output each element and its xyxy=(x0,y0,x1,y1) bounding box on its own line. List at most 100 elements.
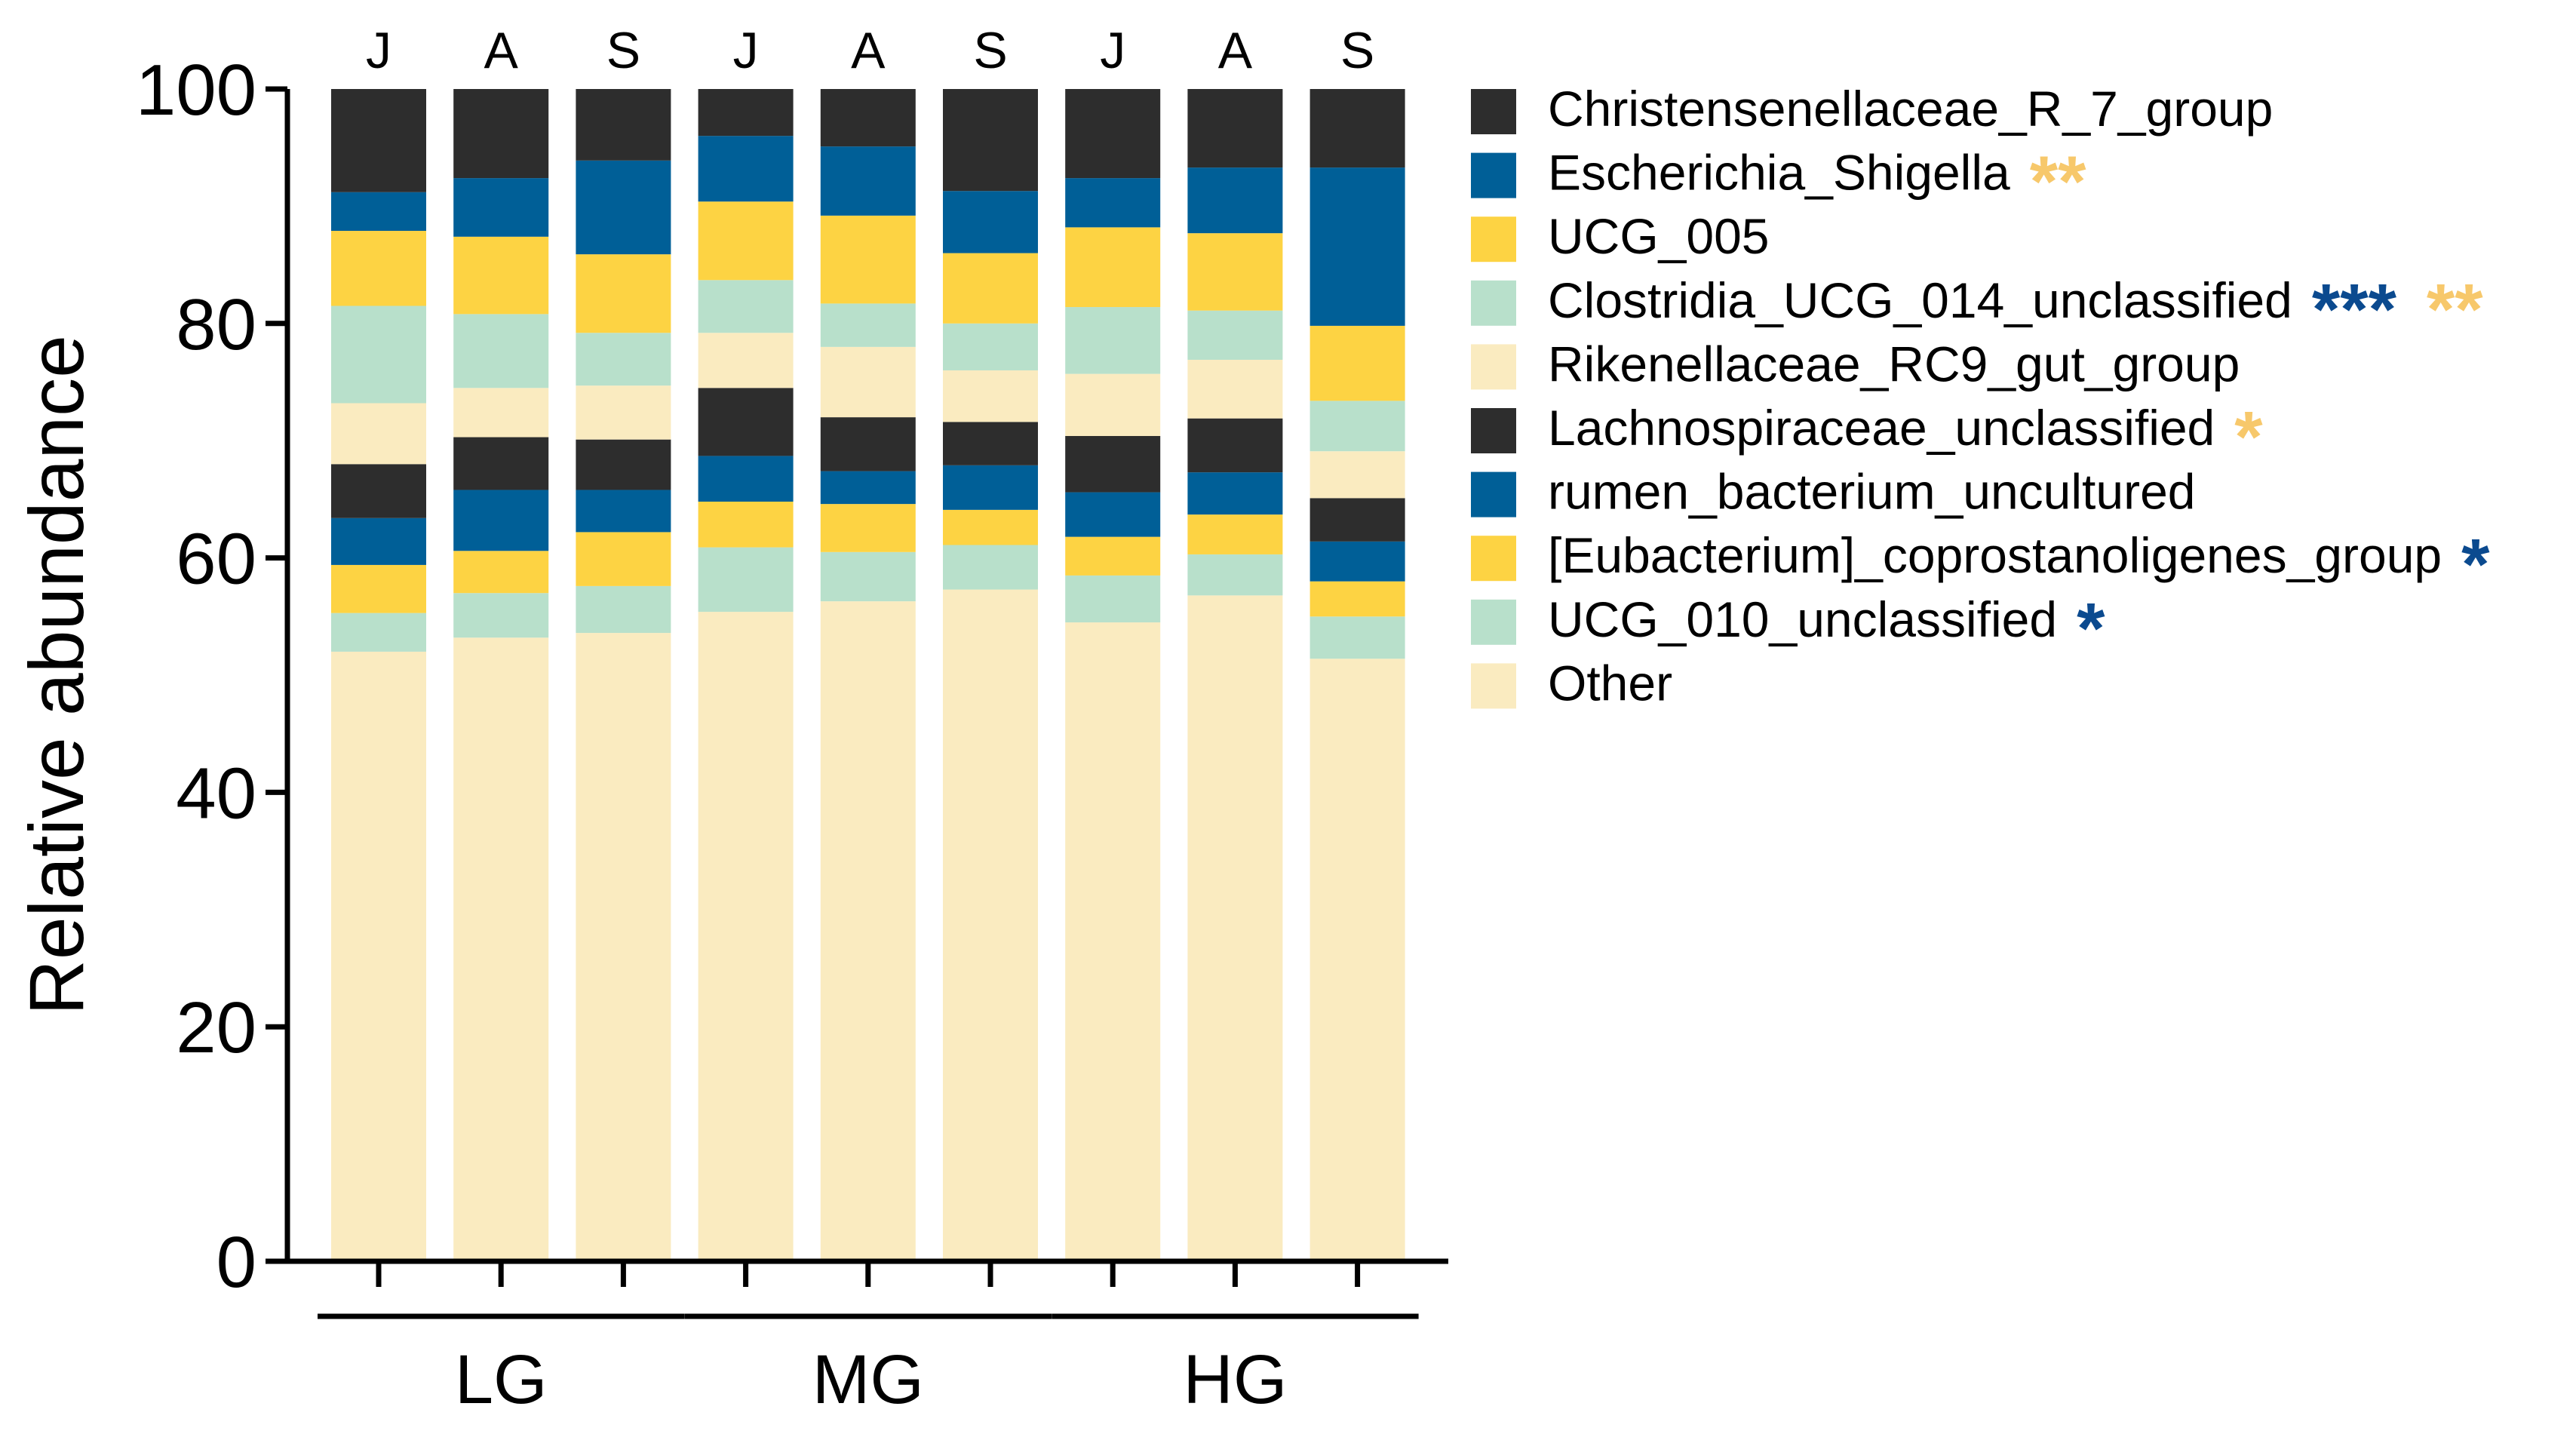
bar-segment-2-christensenellaceae-r-7-group xyxy=(453,89,549,179)
group-label-mg: MG xyxy=(812,1341,924,1418)
bar-segment-5--eubacterium-coprostanoligenes-group xyxy=(820,504,916,552)
bar-segment-3-christensenellaceae-r-7-group xyxy=(576,89,671,161)
bar-segment-6-rumen-bacterium-uncultured xyxy=(943,465,1038,510)
bar-segment-2-escherichia-shigella xyxy=(453,178,549,237)
bar-segment-9-escherichia-shigella xyxy=(1309,167,1405,326)
bar-segment-4-other xyxy=(698,612,794,1261)
bar-segment-5-lachnospiraceae-unclassified xyxy=(820,417,916,471)
bar-segment-8-rikenellaceae-rc9-gut-group xyxy=(1187,359,1283,419)
category-label: S xyxy=(973,22,1007,79)
bar-segment-5-escherichia-shigella xyxy=(820,146,916,216)
bar-segment-9-christensenellaceae-r-7-group xyxy=(1309,89,1405,168)
legend-label-text: Christensenellaceae_R_7_group xyxy=(1548,81,2273,137)
legend-label-text: [Eubacterium]_coprostanoligenes_group xyxy=(1548,527,2442,583)
bar-segment-6-clostridia-ucg-014-unclassified xyxy=(943,323,1038,370)
bar-segment-8--eubacterium-coprostanoligenes-group xyxy=(1187,514,1283,554)
bar-segment-4--eubacterium-coprostanoligenes-group xyxy=(698,502,794,548)
legend-label-clostridia-ucg-014-unclassified: Clostridia_UCG_014_unclassified *** ** xyxy=(1548,269,2483,350)
bar-segment-4-ucg-005 xyxy=(698,201,794,281)
legend-label-ucg-010-unclassified: UCG_010_unclassified * xyxy=(1548,588,2105,669)
bar-segment-1--eubacterium-coprostanoligenes-group xyxy=(331,564,426,613)
bar-segment-8-ucg-010-unclassified xyxy=(1187,554,1283,596)
y-tick-label: 40 xyxy=(176,753,256,834)
bar-segment-2-rikenellaceae-rc9-gut-group xyxy=(453,388,549,438)
bar-segment-8-other xyxy=(1187,595,1283,1261)
bar-segment-2-lachnospiraceae-unclassified xyxy=(453,437,549,490)
y-axis-label: Relative abundance xyxy=(14,335,100,1015)
significance-marker: ** xyxy=(2030,142,2086,223)
legend-swatch-clostridia-ucg-014-unclassified xyxy=(1471,280,1516,326)
legend-label-text: rumen_bacterium_uncultured xyxy=(1548,464,2195,520)
bar-segment-9-ucg-005 xyxy=(1309,325,1405,401)
category-label: S xyxy=(606,22,640,79)
bar-segment-4-ucg-010-unclassified xyxy=(698,547,794,613)
bar-segment-3-clostridia-ucg-014-unclassified xyxy=(576,333,671,386)
bar-segment-8-rumen-bacterium-uncultured xyxy=(1187,472,1283,515)
y-tick-label: 20 xyxy=(176,987,256,1068)
bar-segment-9-rikenellaceae-rc9-gut-group xyxy=(1309,451,1405,499)
y-tick-label: 80 xyxy=(176,284,256,365)
bar-segment-1-lachnospiraceae-unclassified xyxy=(331,464,426,518)
bar-segment-7-escherichia-shigella xyxy=(1065,178,1161,228)
bar-segment-5-rikenellaceae-rc9-gut-group xyxy=(820,346,916,418)
bar-segment-7-other xyxy=(1065,622,1161,1261)
legend: Christensenellaceae_R_7_groupEscherichia… xyxy=(1471,81,2490,711)
bar-segment-4-clostridia-ucg-014-unclassified xyxy=(698,280,794,333)
y-tick-label: 100 xyxy=(136,50,256,131)
bar-segment-6-ucg-010-unclassified xyxy=(943,545,1038,590)
bar-segment-1-christensenellaceae-r-7-group xyxy=(331,89,426,192)
bar-segment-5-rumen-bacterium-uncultured xyxy=(820,471,916,505)
bar-segment-3-ucg-010-unclassified xyxy=(576,585,671,634)
bar-segment-1-ucg-010-unclassified xyxy=(331,613,426,652)
bar-segment-9-lachnospiraceae-unclassified xyxy=(1309,498,1405,542)
bar-segment-4-rikenellaceae-rc9-gut-group xyxy=(698,333,794,388)
bar-segment-5-other xyxy=(820,601,916,1261)
legend-label-escherichia-shigella: Escherichia_Shigella ** xyxy=(1548,142,2086,223)
bar-segment-7-clostridia-ucg-014-unclassified xyxy=(1065,307,1161,374)
legend-swatch-rumen-bacterium-uncultured xyxy=(1471,471,1516,517)
y-tick-label: 60 xyxy=(176,519,256,600)
category-label: J xyxy=(366,22,391,79)
bar-segment-9-other xyxy=(1309,659,1405,1261)
bar-segment-8-lachnospiraceae-unclassified xyxy=(1187,418,1283,473)
bar-segment-6-escherichia-shigella xyxy=(943,191,1038,253)
significance-marker: * xyxy=(2461,524,2490,605)
bar-segment-3-rikenellaceae-rc9-gut-group xyxy=(576,385,671,440)
legend-label-other: Other xyxy=(1548,655,1672,711)
bar-segment-3-ucg-005 xyxy=(576,254,671,333)
category-label: J xyxy=(1100,22,1125,79)
legend-swatch-rikenellaceae-rc9-gut-group xyxy=(1471,344,1516,390)
legend-label-ucg-005: UCG_005 xyxy=(1548,208,1770,264)
bar-segment-8-ucg-005 xyxy=(1187,233,1283,311)
legend-swatch-ucg-010-unclassified xyxy=(1471,599,1516,645)
bar-segment-5-ucg-010-unclassified xyxy=(820,551,916,602)
legend-label-text: Other xyxy=(1548,655,1672,711)
legend-swatch-christensenellaceae-r-7-group xyxy=(1471,89,1516,134)
legend-label-text: UCG_005 xyxy=(1548,208,1770,264)
bar-segment-3-lachnospiraceae-unclassified xyxy=(576,439,671,490)
legend-label-lachnospiraceae-unclassified: Lachnospiraceae_unclassified * xyxy=(1548,397,2263,477)
axes-layer: Relative abundance xyxy=(14,89,1448,1264)
group-label-lg: LG xyxy=(455,1341,548,1418)
bar-segment-6-ucg-005 xyxy=(943,253,1038,324)
bar-segment-8-escherichia-shigella xyxy=(1187,167,1283,234)
bar-segment-9-rumen-bacterium-uncultured xyxy=(1309,541,1405,582)
bar-segment-3-rumen-bacterium-uncultured xyxy=(576,490,671,533)
bar-segment-1-escherichia-shigella xyxy=(331,192,426,232)
bar-segment-7-rikenellaceae-rc9-gut-group xyxy=(1065,373,1161,436)
bar-segment-5-clostridia-ucg-014-unclassified xyxy=(820,303,916,347)
bar-segment-3--eubacterium-coprostanoligenes-group xyxy=(576,532,671,586)
bar-segment-6-rikenellaceae-rc9-gut-group xyxy=(943,370,1038,422)
bar-segment-1-ucg-005 xyxy=(331,231,426,306)
bar-segment-1-rikenellaceae-rc9-gut-group xyxy=(331,403,426,465)
legend-label-text: Lachnospiraceae_unclassified xyxy=(1548,400,2215,456)
category-label: S xyxy=(1340,22,1374,79)
bar-segment-7-ucg-010-unclassified xyxy=(1065,575,1161,623)
category-label: J xyxy=(733,22,759,79)
bar-segment-2-ucg-010-unclassified xyxy=(453,593,549,638)
bar-segment-4-lachnospiraceae-unclassified xyxy=(698,388,794,456)
bar-segment-6--eubacterium-coprostanoligenes-group xyxy=(943,509,1038,545)
legend-label--eubacterium-coprostanoligenes-group: [Eubacterium]_coprostanoligenes_group * xyxy=(1548,524,2490,605)
bar-segment-3-other xyxy=(576,633,671,1261)
ticks-layer: 0 20 40 60 80 100 xyxy=(136,50,1361,1303)
